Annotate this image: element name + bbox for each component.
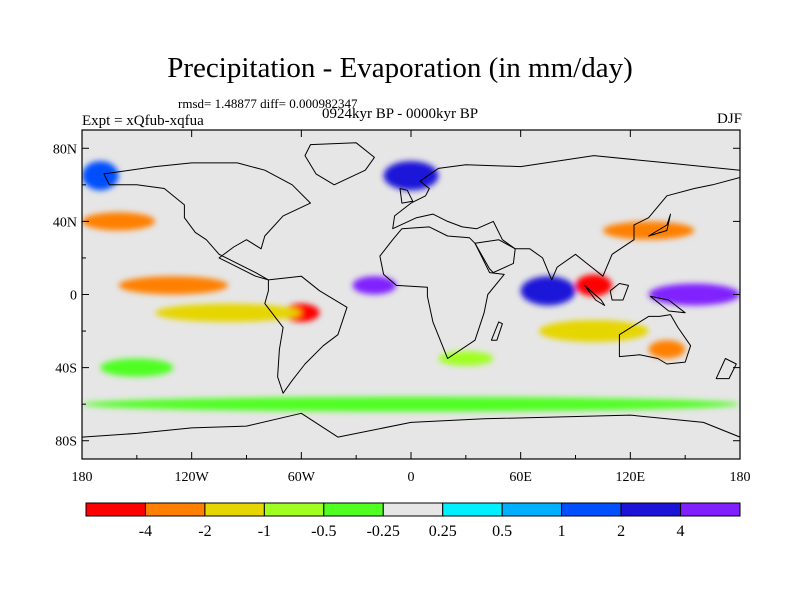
anomaly-region	[118, 276, 229, 295]
plot-title: Precipitation - Evaporation (in mm/day)	[167, 52, 633, 84]
x-tick-label: 0	[408, 470, 415, 485]
colorbar-label: -0.5	[311, 523, 336, 540]
x-tick-label: 60W	[288, 470, 316, 485]
coastline-south-america	[264, 275, 348, 394]
colorbar-swatch	[620, 502, 682, 517]
anomaly-region	[383, 161, 439, 191]
colorbar-label: -0.25	[367, 523, 400, 540]
anomaly-region	[283, 303, 320, 322]
coastline-greenland	[304, 142, 375, 186]
coastline-japan	[648, 213, 671, 237]
colorbar-label: -4	[139, 523, 152, 540]
coastline-arabia	[474, 239, 516, 274]
anomaly-region	[155, 303, 302, 322]
x-tick-label: 180	[72, 470, 93, 485]
coastline-borneo	[609, 283, 629, 301]
coastline-antarctica	[82, 412, 740, 459]
y-tick-label: 40N	[53, 215, 77, 230]
anomaly-region	[648, 340, 686, 359]
coastline-africa	[379, 226, 505, 359]
colorbar-swatch	[263, 502, 325, 517]
colorbar-swatch	[382, 502, 444, 517]
anomaly-region	[538, 320, 649, 343]
coastline-great-britain	[399, 188, 414, 204]
anomaly-field	[82, 161, 740, 412]
y-tick-label: 80S	[55, 435, 77, 450]
colorbar-swatch	[204, 502, 265, 517]
anomaly-region	[82, 212, 156, 231]
coastline-sumatra	[584, 284, 606, 306]
anomaly-region	[352, 276, 397, 295]
experiment-label: Expt = xQfub-xqfua	[82, 113, 204, 129]
coastlines	[82, 142, 740, 459]
colorbar-label: 2	[617, 523, 625, 540]
colorbar-swatch	[561, 502, 622, 517]
colorbar-swatch	[144, 502, 206, 517]
colorbar-label: 1	[558, 523, 566, 540]
anomaly-region	[100, 358, 174, 377]
x-tick-label: 120E	[616, 470, 646, 485]
season-label: DJF	[716, 111, 742, 127]
map-axes: 180 120W 60W 0 60E 120E 180 80N 40N 0 40S 80S	[53, 129, 751, 485]
x-tick-label: 180	[730, 470, 751, 485]
y-tick-label: 40S	[55, 362, 77, 377]
colorbar-swatch	[85, 502, 146, 517]
coastline-eurasia	[392, 155, 740, 281]
colorbar: -4 -2 -1 -0.5 -0.25 0.25 0.5 1 2 4	[85, 502, 741, 540]
anomaly-region	[648, 283, 740, 306]
x-tick-label: 60E	[509, 470, 532, 485]
coastline-new-guinea	[649, 295, 686, 314]
colorbar-label: 4	[677, 523, 685, 540]
coastline-australia	[618, 314, 692, 365]
anomaly-region	[520, 276, 576, 306]
colorbar-label: -2	[198, 523, 211, 540]
colorbar-label: -1	[258, 523, 271, 540]
coastline-north-america	[103, 162, 311, 281]
y-tick-label: 0	[70, 289, 77, 304]
anomaly-region	[575, 274, 613, 297]
coastline-madagascar	[490, 321, 503, 341]
anomaly-region	[602, 221, 695, 240]
coastline-new-zealand	[715, 358, 737, 380]
period-label: 0924kyr BP - 0000kyr BP	[322, 106, 479, 122]
colorbar-label: 0.25	[429, 523, 457, 540]
colorbar-swatch	[442, 502, 503, 517]
anomaly-region	[438, 351, 494, 366]
colorbar-swatch	[680, 502, 741, 517]
x-tick-label: 120W	[175, 470, 210, 485]
colorbar-swatch	[323, 502, 384, 517]
plot-area	[82, 130, 740, 459]
anomaly-region	[82, 161, 119, 191]
y-tick-label: 80N	[53, 142, 77, 157]
stats-label: rmsd= 1.48877 diff= 0.000982347	[178, 96, 358, 111]
colorbar-swatch	[501, 502, 563, 517]
anomaly-region	[82, 396, 740, 412]
colorbar-label: 0.5	[492, 523, 512, 540]
